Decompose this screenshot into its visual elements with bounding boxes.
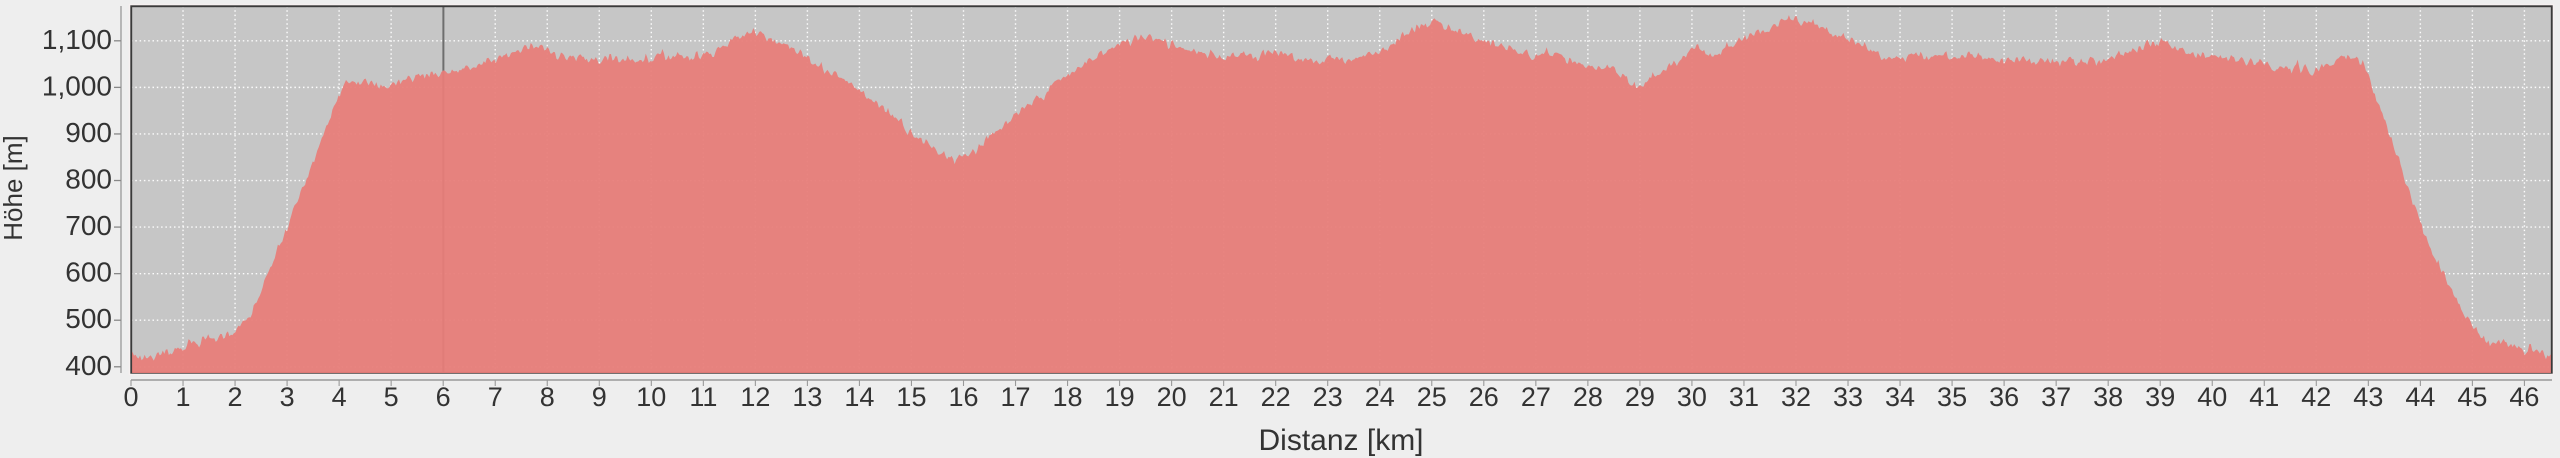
svg-text:35: 35 xyxy=(1937,382,1967,412)
svg-text:25: 25 xyxy=(1417,382,1447,412)
svg-text:700: 700 xyxy=(65,210,112,241)
svg-text:600: 600 xyxy=(65,257,112,288)
svg-text:39: 39 xyxy=(2145,382,2175,412)
svg-text:32: 32 xyxy=(1781,382,1811,412)
svg-text:37: 37 xyxy=(2041,382,2071,412)
svg-text:36: 36 xyxy=(1989,382,2019,412)
svg-text:43: 43 xyxy=(2353,382,2383,412)
svg-text:31: 31 xyxy=(1729,382,1759,412)
svg-text:29: 29 xyxy=(1625,382,1655,412)
svg-text:46: 46 xyxy=(2509,382,2539,412)
svg-text:42: 42 xyxy=(2301,382,2331,412)
svg-text:3: 3 xyxy=(280,382,295,412)
svg-text:24: 24 xyxy=(1365,382,1395,412)
svg-text:11: 11 xyxy=(689,382,717,412)
svg-text:1: 1 xyxy=(176,382,191,412)
svg-text:12: 12 xyxy=(740,382,770,412)
svg-text:40: 40 xyxy=(2197,382,2227,412)
svg-text:9: 9 xyxy=(592,382,607,412)
svg-text:0: 0 xyxy=(123,382,138,412)
svg-text:1,000: 1,000 xyxy=(42,70,112,101)
svg-text:15: 15 xyxy=(896,382,926,412)
svg-text:7: 7 xyxy=(488,382,503,412)
svg-text:22: 22 xyxy=(1261,382,1291,412)
svg-text:41: 41 xyxy=(2249,382,2279,412)
svg-text:19: 19 xyxy=(1105,382,1135,412)
svg-text:Höhe [m]: Höhe [m] xyxy=(0,135,28,241)
svg-text:13: 13 xyxy=(792,382,822,412)
svg-text:5: 5 xyxy=(384,382,399,412)
svg-text:2: 2 xyxy=(228,382,243,412)
svg-text:23: 23 xyxy=(1313,382,1343,412)
svg-text:34: 34 xyxy=(1885,382,1915,412)
svg-text:8: 8 xyxy=(540,382,555,412)
svg-text:20: 20 xyxy=(1157,382,1187,412)
svg-text:4: 4 xyxy=(332,382,347,412)
svg-text:400: 400 xyxy=(65,350,112,381)
svg-text:27: 27 xyxy=(1521,382,1551,412)
svg-text:14: 14 xyxy=(844,382,874,412)
svg-text:33: 33 xyxy=(1833,382,1863,412)
svg-text:26: 26 xyxy=(1469,382,1499,412)
svg-text:Distanz [km]: Distanz [km] xyxy=(1258,424,1423,457)
svg-text:18: 18 xyxy=(1053,382,1083,412)
svg-text:28: 28 xyxy=(1573,382,1603,412)
svg-text:21: 21 xyxy=(1209,382,1239,412)
svg-text:900: 900 xyxy=(65,117,112,148)
svg-text:6: 6 xyxy=(436,382,451,412)
svg-text:10: 10 xyxy=(636,382,666,412)
svg-text:800: 800 xyxy=(65,164,112,195)
svg-text:17: 17 xyxy=(1001,382,1031,412)
svg-text:16: 16 xyxy=(948,382,978,412)
svg-text:500: 500 xyxy=(65,303,112,334)
svg-text:30: 30 xyxy=(1677,382,1707,412)
svg-text:38: 38 xyxy=(2093,382,2123,412)
svg-text:44: 44 xyxy=(2405,382,2435,412)
svg-text:45: 45 xyxy=(2457,382,2487,412)
svg-text:1,100: 1,100 xyxy=(42,24,112,55)
